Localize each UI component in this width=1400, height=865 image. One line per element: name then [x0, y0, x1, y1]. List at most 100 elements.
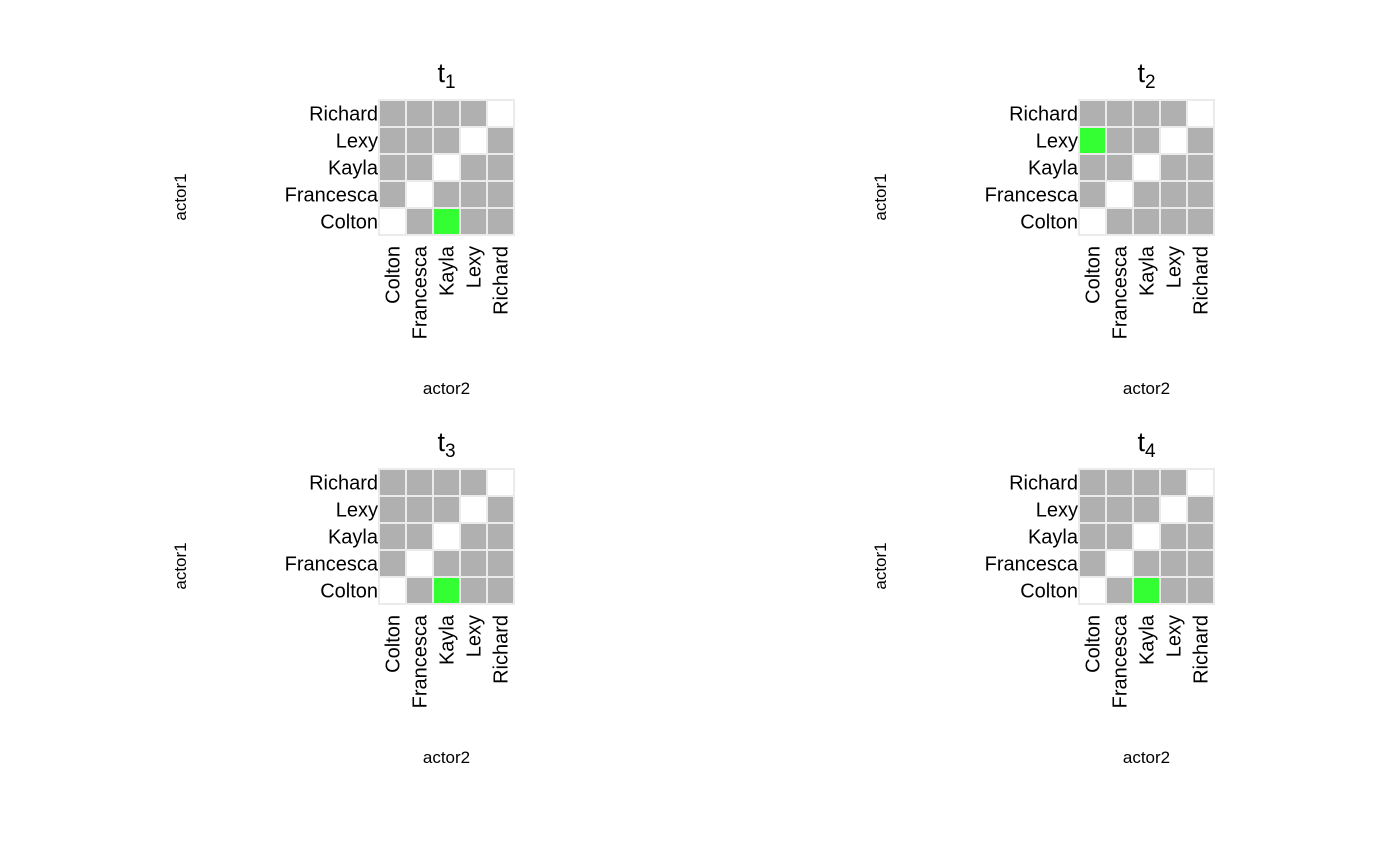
heatmap-cell	[1186, 180, 1215, 209]
heatmap-cell	[459, 99, 488, 128]
heatmap-cell	[1186, 468, 1215, 497]
heatmap-cell	[459, 207, 488, 236]
heatmap-cell	[1159, 99, 1188, 128]
heatmap-cell	[405, 99, 434, 128]
heatmap-cell	[1078, 153, 1107, 182]
panel-title-subscript: 3	[445, 441, 456, 462]
heatmap-cell	[405, 468, 434, 497]
x-tick-label: Kayla	[1137, 614, 1159, 665]
y-tick-label: Kayla	[328, 158, 379, 180]
heatmap-cell	[1078, 126, 1107, 155]
panel-title-base: t	[437, 427, 445, 457]
x-axis-title: actor2	[423, 748, 470, 767]
heatmap-cell	[1186, 126, 1215, 155]
y-tick-label: Richard	[309, 473, 378, 495]
x-tick-label: Kayla	[437, 245, 459, 296]
heatmap-cell	[1132, 495, 1161, 524]
heatmap-cell	[1105, 468, 1134, 497]
heatmap-cell	[1132, 99, 1161, 128]
heatmap-cell	[1159, 522, 1188, 551]
y-tick-label: Colton	[1020, 212, 1078, 234]
heatmap-cell	[1105, 180, 1134, 209]
y-tick-label: Colton	[1020, 581, 1078, 603]
y-tick-label: Lexy	[336, 500, 378, 522]
heatmap-cell	[1105, 99, 1134, 128]
heatmap-cell	[378, 522, 407, 551]
heatmap-cell	[1132, 153, 1161, 182]
heatmap-cell	[1132, 207, 1161, 236]
heatmap-cell	[1078, 99, 1107, 128]
heatmap-cell	[1186, 99, 1215, 128]
heatmap-cell	[405, 549, 434, 578]
heatmap-cell	[486, 549, 515, 578]
heatmap-cell	[432, 495, 461, 524]
heatmap-cell	[1159, 576, 1188, 605]
heatmap-cell	[1159, 180, 1188, 209]
heatmap-cell	[1186, 522, 1215, 551]
heatmap-cell	[1159, 468, 1188, 497]
heatmap-cell	[378, 576, 407, 605]
heatmap-cell	[405, 126, 434, 155]
panel-title-subscript: 4	[1145, 441, 1156, 462]
x-axis-title: actor2	[423, 379, 470, 398]
heatmap-cell	[432, 549, 461, 578]
heatmap-cell	[1078, 495, 1107, 524]
heatmap-cell	[1105, 126, 1134, 155]
heatmap-cell	[486, 207, 515, 236]
heatmap-cell	[1078, 522, 1107, 551]
heatmap-cell	[378, 126, 407, 155]
heatmap-cell	[432, 99, 461, 128]
heatmap-cell	[459, 180, 488, 209]
heatmap-cell	[1159, 126, 1188, 155]
heatmap-cell	[378, 468, 407, 497]
panel-title-base: t	[1137, 58, 1145, 88]
y-tick-label: Francesca	[985, 554, 1079, 576]
heatmap-cell	[486, 495, 515, 524]
x-axis-title: actor2	[1123, 748, 1170, 767]
heatmap-cell	[1078, 576, 1107, 605]
heatmap-cell	[1132, 126, 1161, 155]
x-tick-label: Colton	[1083, 615, 1105, 673]
y-tick-label: Colton	[320, 212, 378, 234]
heatmap-cell	[432, 153, 461, 182]
heatmap-cell	[486, 180, 515, 209]
y-tick-label: Lexy	[1036, 500, 1078, 522]
heatmap-cell	[378, 153, 407, 182]
heatmap-cell	[486, 522, 515, 551]
heatmap-cell	[1186, 576, 1215, 605]
y-tick-label: Richard	[309, 104, 378, 126]
heatmap-cell	[486, 126, 515, 155]
x-tick-label: Lexy	[464, 615, 486, 657]
heatmap-cell	[432, 207, 461, 236]
heatmap-cell	[459, 153, 488, 182]
heatmap-cell	[1105, 522, 1134, 551]
x-tick-label: Richard	[1191, 246, 1213, 315]
x-tick-label: Francesca	[1110, 245, 1132, 339]
x-tick-label: Lexy	[1164, 246, 1186, 288]
y-tick-label: Francesca	[285, 185, 379, 207]
x-tick-label: Richard	[491, 615, 513, 684]
y-tick-label: Colton	[320, 581, 378, 603]
heatmap-cell	[378, 99, 407, 128]
heatmap-cell	[486, 153, 515, 182]
heatmap-cell	[1186, 153, 1215, 182]
x-tick-label: Francesca	[410, 245, 432, 339]
y-axis-title: actor1	[871, 542, 890, 589]
y-axis-title: actor1	[171, 542, 190, 589]
heatmap-cell	[1105, 549, 1134, 578]
heatmap-cell	[1105, 153, 1134, 182]
heatmap-cell	[432, 468, 461, 497]
x-tick-label: Francesca	[1110, 614, 1132, 708]
y-tick-label: Kayla	[1028, 527, 1079, 549]
heatmap-cell	[1078, 549, 1107, 578]
x-axis-title: actor2	[1123, 379, 1170, 398]
y-tick-label: Francesca	[985, 185, 1079, 207]
panel-title-subscript: 1	[445, 72, 456, 93]
heatmap-cell	[432, 180, 461, 209]
heatmap-cell	[378, 549, 407, 578]
heatmap-cell	[405, 180, 434, 209]
heatmap-cell	[1132, 549, 1161, 578]
x-tick-label: Lexy	[464, 246, 486, 288]
heatmap-cell	[1078, 180, 1107, 209]
